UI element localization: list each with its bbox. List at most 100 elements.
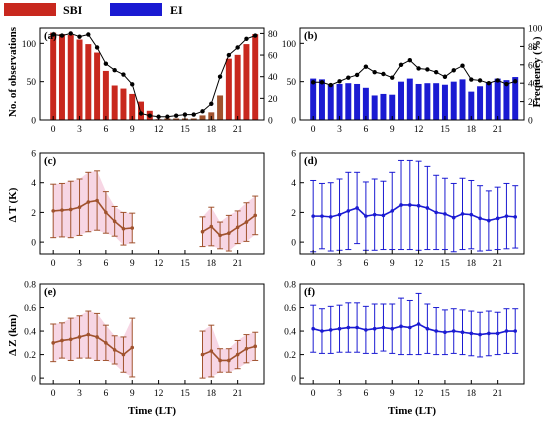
plot-frame <box>39 27 265 121</box>
bar <box>173 118 180 120</box>
frequency-point <box>372 69 377 75</box>
frequency-point <box>94 45 100 50</box>
bar <box>318 79 325 120</box>
panel-label: (f) <box>304 286 315 298</box>
frequency-point <box>86 32 91 37</box>
frequency-point <box>495 78 500 83</box>
frequency-point <box>173 113 179 118</box>
series-point <box>460 212 465 216</box>
legend-swatch-ei <box>110 3 162 16</box>
bar <box>398 81 405 120</box>
series-point <box>77 335 82 339</box>
x-tick-label: 12 <box>154 389 164 399</box>
x-tick-label: 15 <box>180 259 190 269</box>
bar <box>371 95 378 120</box>
series-point <box>434 210 438 215</box>
y-tick-label: 0.4 <box>284 328 296 338</box>
frequency-point <box>337 79 342 84</box>
series-point <box>227 231 231 236</box>
bar <box>380 93 387 120</box>
frequency-point <box>469 77 474 82</box>
x-tick-label: 12 <box>414 259 424 269</box>
bar <box>102 70 109 120</box>
y2-tick-label: 20 <box>268 95 278 105</box>
frequency-point <box>416 66 421 71</box>
x-tick-label: 15 <box>440 389 450 399</box>
y-tick-label: 4 <box>291 179 296 189</box>
x-tick-label: 21 <box>493 389 503 399</box>
frequency-point <box>433 69 439 75</box>
frequency-point <box>310 80 316 85</box>
series-point <box>495 216 500 221</box>
series-point <box>372 212 377 217</box>
series-point <box>244 346 249 351</box>
frequency-point <box>354 72 360 78</box>
y-tick-label: 0.6 <box>24 304 36 314</box>
y2-tick-label: 60 <box>528 61 538 71</box>
x-tick-label: 18 <box>207 125 217 135</box>
frequency-point <box>442 74 448 79</box>
bar <box>243 44 250 120</box>
bar <box>354 83 361 120</box>
y-tick-label: 4 <box>31 179 36 189</box>
series-point <box>355 206 359 210</box>
panel-e: 0 3 6 9 12 15 18 21 0 0.2 0.4 0.6 0.8 (e) <box>24 281 265 399</box>
frequency-point <box>398 62 404 67</box>
frequency-point <box>425 67 430 72</box>
x-tick-label: 9 <box>390 259 395 269</box>
x-tick-label: 6 <box>104 125 109 135</box>
plot-frame <box>39 283 265 385</box>
panel-label: (d) <box>304 155 318 167</box>
series-point <box>328 215 333 219</box>
x-tick-label: 6 <box>104 259 109 269</box>
y-tick-label: 50 <box>27 78 37 88</box>
panel-b: 0 3 6 9 12 15 18 21 0 50 100 0 20 40 60 80 100 (b) <box>282 25 543 136</box>
series-point <box>60 208 64 212</box>
bar <box>503 80 510 120</box>
x-tick-label: 21 <box>233 125 243 135</box>
bar <box>94 52 101 120</box>
series-point <box>425 326 430 331</box>
series-point <box>451 215 456 220</box>
series-point <box>451 329 456 333</box>
y-tick-label: 0 <box>291 375 296 385</box>
series-point <box>460 330 465 335</box>
y-tick-label: 0 <box>31 239 36 249</box>
series-point <box>504 329 509 333</box>
bar <box>138 101 145 120</box>
y2-tick-label: 80 <box>268 30 278 40</box>
x-tick-label: 18 <box>467 259 477 269</box>
frequency-point <box>138 111 144 116</box>
y-tick-label: 0 <box>291 117 296 127</box>
frequency-line <box>53 32 256 118</box>
y-axis-title-delta-t: Δ T (K) <box>7 187 19 222</box>
series-point <box>346 325 351 330</box>
series-point <box>253 344 258 349</box>
series-point <box>513 329 518 333</box>
bar <box>424 83 431 120</box>
series-point <box>408 325 412 330</box>
x-tick-label: 3 <box>337 389 342 399</box>
x-tick-label: 15 <box>180 125 190 135</box>
spread-band <box>53 311 133 377</box>
x-tick-label: 21 <box>233 389 243 399</box>
y-tick-label: 100 <box>282 40 297 50</box>
series-point <box>235 352 240 357</box>
frequency-point <box>513 79 518 84</box>
panel-label: (a) <box>44 30 57 42</box>
frequency-point <box>253 33 258 38</box>
frequency-point <box>226 52 232 58</box>
bar <box>310 78 317 120</box>
y-tick-label: 100 <box>22 40 37 50</box>
plot-frame <box>299 283 525 385</box>
series-line <box>312 323 516 336</box>
frequency-point <box>363 64 369 69</box>
series-point <box>337 326 342 331</box>
x-tick-label: 15 <box>440 259 450 269</box>
frequency-point <box>407 58 413 63</box>
series-point <box>478 332 482 337</box>
x-tick-label: 9 <box>130 389 135 399</box>
series-point <box>372 326 377 331</box>
x-tick-label: 9 <box>390 389 395 399</box>
bar <box>362 87 369 120</box>
